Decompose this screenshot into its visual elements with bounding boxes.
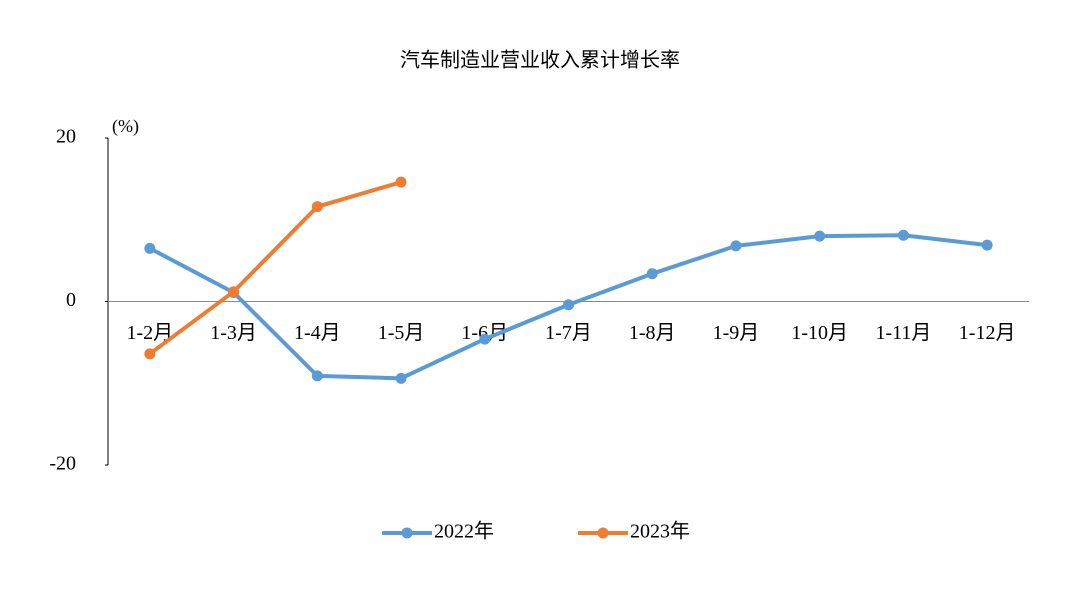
series-line bbox=[148, 180, 402, 356]
point bbox=[646, 268, 658, 280]
legend-marker bbox=[401, 527, 413, 539]
point bbox=[479, 333, 491, 345]
point bbox=[311, 201, 323, 213]
legend-label: 2022年 bbox=[434, 520, 494, 543]
x-tick-label: 1-9月 bbox=[713, 322, 760, 344]
chart-title: 汽车制造业营业收入累计增长率 bbox=[400, 49, 680, 72]
x-tick-label: 1-11月 bbox=[875, 322, 931, 344]
x-tick-label: 1-10月 bbox=[791, 322, 848, 344]
x-tick-label: 1-8月 bbox=[629, 322, 676, 344]
y-tick-label: 20 bbox=[56, 126, 76, 148]
legend-marker bbox=[597, 527, 609, 539]
point bbox=[144, 348, 156, 360]
x-tick-label: 1-3月 bbox=[210, 322, 257, 344]
point bbox=[981, 239, 993, 251]
point bbox=[395, 372, 407, 384]
point bbox=[730, 240, 742, 252]
x-tick-label: 1-5月 bbox=[378, 322, 425, 344]
point bbox=[144, 242, 156, 254]
point bbox=[814, 230, 826, 242]
x-tick-label: 1-7月 bbox=[545, 322, 592, 344]
point bbox=[228, 286, 240, 298]
point bbox=[897, 229, 909, 241]
y-tick-label: -20 bbox=[49, 453, 76, 475]
x-tick-label: 1-12月 bbox=[959, 322, 1016, 344]
point bbox=[311, 370, 323, 382]
y-unit: (%) bbox=[112, 116, 139, 137]
x-tick-label: 1-6月 bbox=[461, 322, 508, 344]
x-tick-label: 1-2月 bbox=[127, 322, 174, 344]
legend-label: 2023年 bbox=[630, 520, 690, 543]
y-tick-label: 0 bbox=[66, 289, 76, 311]
point bbox=[563, 299, 574, 311]
x-tick-label: 1-4月 bbox=[294, 322, 341, 344]
point bbox=[395, 176, 407, 188]
